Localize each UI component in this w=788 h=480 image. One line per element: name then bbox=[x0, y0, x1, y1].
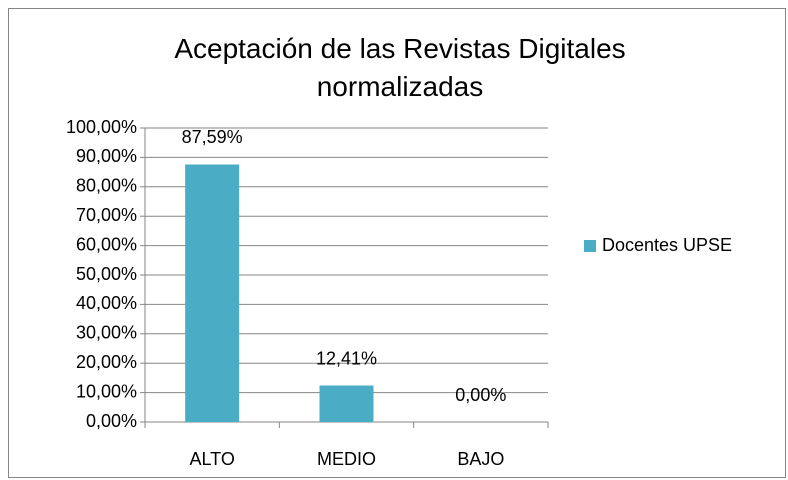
data-label: 87,59% bbox=[182, 127, 243, 147]
y-tick-label: 40,00% bbox=[76, 293, 137, 313]
y-tick-label: 80,00% bbox=[76, 176, 137, 196]
x-tick-label: BAJO bbox=[457, 449, 504, 469]
y-tick-label: 10,00% bbox=[76, 381, 137, 401]
y-tick-label: 30,00% bbox=[76, 323, 137, 343]
data-label: 0,00% bbox=[455, 385, 506, 405]
y-tick-label: 90,00% bbox=[76, 146, 137, 166]
y-tick-label: 0,00% bbox=[86, 411, 137, 431]
y-tick-label: 70,00% bbox=[76, 205, 137, 225]
chart-title: Aceptación de las Revistas Digitales nor… bbox=[174, 33, 626, 102]
y-tick-label: 50,00% bbox=[76, 264, 137, 284]
legend-swatch bbox=[584, 240, 596, 252]
y-tick-label: 100,00% bbox=[66, 117, 137, 137]
y-tick-label: 20,00% bbox=[76, 352, 137, 372]
y-tick-label: 60,00% bbox=[76, 234, 137, 254]
chart-border bbox=[8, 8, 786, 478]
bar bbox=[319, 385, 374, 422]
legend-label: Docentes UPSE bbox=[602, 235, 732, 255]
x-tick-label: ALTO bbox=[189, 449, 234, 469]
bar bbox=[185, 164, 240, 422]
x-tick-label: MEDIO bbox=[317, 449, 376, 469]
data-label: 12,41% bbox=[316, 348, 377, 368]
